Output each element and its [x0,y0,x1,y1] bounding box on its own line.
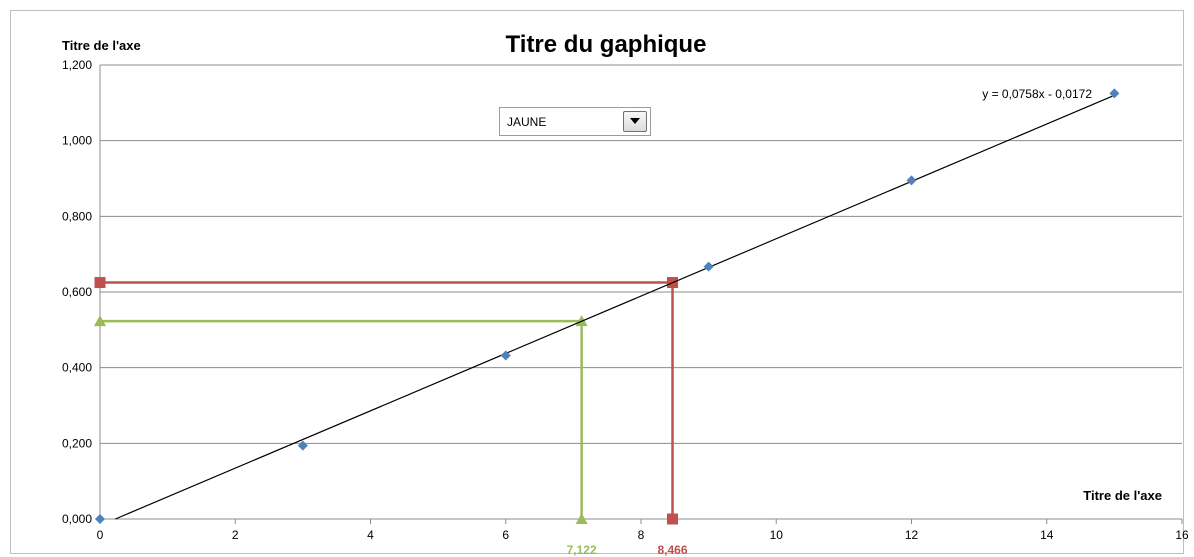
x-tick-label: 14 [1040,528,1054,542]
y-tick-label: 0,200 [62,436,92,450]
reference-marker [94,277,106,289]
reference-marker [94,315,106,327]
data-point [703,261,714,272]
y-tick-label: 1,200 [62,58,92,72]
x-tick-label: 6 [502,528,509,542]
y-tick-label: 0,800 [62,209,92,223]
x-tick-label: 16 [1175,528,1189,542]
data-point [500,350,511,361]
y-tick-label: 0,000 [62,512,92,526]
y-tick-label: 0,400 [62,361,92,375]
series-dropdown[interactable]: JAUNE [499,107,651,136]
chart-frame [10,10,1184,554]
chart-title: Titre du gaphique [506,31,707,58]
y-tick-label: 1,000 [62,134,92,148]
data-point [906,175,917,186]
data-point [95,514,105,524]
x-tick-label: 12 [905,528,919,542]
trendline-equation: y = 0,0758x - 0,0172 [982,87,1092,101]
y-axis-title: Titre de l'axe [62,38,141,53]
x-tick-label: 4 [367,528,374,542]
data-point [297,440,308,451]
reference-line [100,319,583,519]
chevron-down-icon[interactable] [623,111,647,132]
axis-layer [99,65,1183,524]
y-tick-label: 0,600 [62,285,92,299]
x-axis-title: Titre de l'axe [1083,488,1162,503]
reference-line [100,281,674,519]
grid-layer [100,64,1182,444]
reference-marker [575,513,588,524]
x-tick-label: 2 [232,528,239,542]
trendline [115,94,1115,520]
data-layer [94,88,1120,525]
reference-label: 8,466 [657,543,687,557]
data-point [1109,88,1120,99]
text-layer: 0,000 0,200 0,400 0,600 0,800 1,000 1,200 0 2 4 6 8… [62,31,1189,557]
reference-marker [667,513,679,525]
x-tick-label: 0 [97,528,104,542]
dropdown-value: JAUNE [507,115,547,129]
x-tick-label: 8 [638,528,645,542]
x-tick-label: 10 [770,528,784,542]
reference-label: 7,122 [567,543,597,557]
